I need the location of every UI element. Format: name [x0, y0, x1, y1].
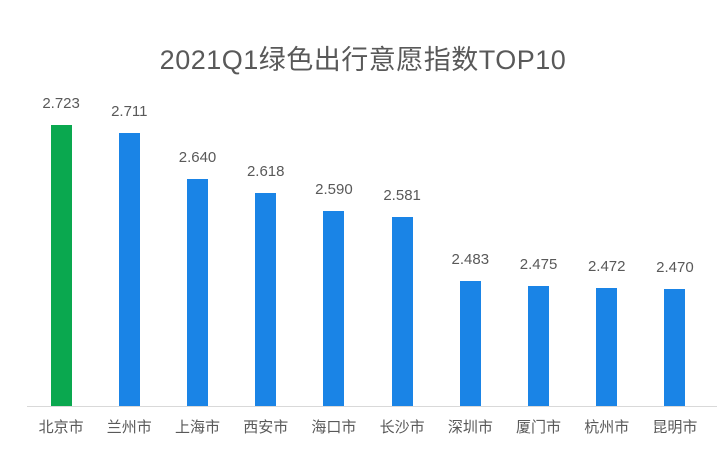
bar-group: 2.581	[368, 187, 436, 406]
x-axis-line	[27, 406, 717, 407]
bar-value-label: 2.483	[451, 251, 490, 268]
bar-value-label: 2.470	[656, 259, 694, 276]
bar-group: 2.475	[504, 256, 572, 406]
x-axis-label: 海口市	[311, 419, 357, 436]
bar-group: 2.723	[27, 95, 95, 406]
x-axis-label: 上海市	[175, 419, 221, 436]
bar	[323, 211, 345, 406]
x-axis-label: 北京市	[38, 419, 84, 436]
bar-group: 2.711	[95, 103, 163, 406]
bar	[664, 289, 686, 406]
bar	[118, 133, 140, 406]
bar-group: 2.470	[641, 259, 709, 406]
chart-title: 2021Q1绿色出行意愿指数TOP10	[159, 45, 567, 75]
bar-value-label: 2.472	[587, 258, 626, 275]
x-axis-label: 昆明市	[652, 419, 698, 436]
bar-value-label: 2.581	[383, 187, 421, 204]
x-axis-label: 杭州市	[584, 419, 630, 436]
bar	[255, 193, 277, 406]
bar-group: 2.472	[573, 258, 641, 406]
bar-value-label: 2.475	[519, 256, 558, 273]
bar-value-label: 2.590	[315, 181, 353, 198]
bar	[391, 217, 413, 406]
bar	[187, 179, 208, 406]
bar-group: 2.618	[232, 163, 300, 406]
bar-value-label: 2.618	[246, 163, 285, 180]
bar-group: 2.640	[163, 149, 231, 406]
bar-group: 2.590	[300, 181, 368, 406]
bar	[459, 281, 481, 406]
bar	[528, 286, 550, 406]
bar-value-label: 2.723	[42, 95, 80, 112]
bar-value-label: 2.711	[111, 103, 148, 120]
bar	[50, 125, 72, 406]
x-axis-label: 兰州市	[106, 419, 152, 436]
bar-group: 2.483	[436, 251, 504, 406]
bar	[596, 288, 618, 406]
x-axis-label: 西安市	[243, 419, 289, 436]
x-axis-label: 长沙市	[379, 419, 425, 436]
bar-value-label: 2.640	[178, 149, 217, 166]
x-axis-label: 深圳市	[447, 419, 493, 436]
plot-area: 2.723 2.711 2.640 2.618 2.590 2.581 2.483 2.475…	[27, 76, 709, 406]
x-axis-labels: 北京市 兰州市 上海市 西安市 海口市 长沙市 深圳市 厦门市 杭州市 昆明市	[27, 417, 709, 439]
x-axis-label: 厦门市	[516, 419, 562, 436]
